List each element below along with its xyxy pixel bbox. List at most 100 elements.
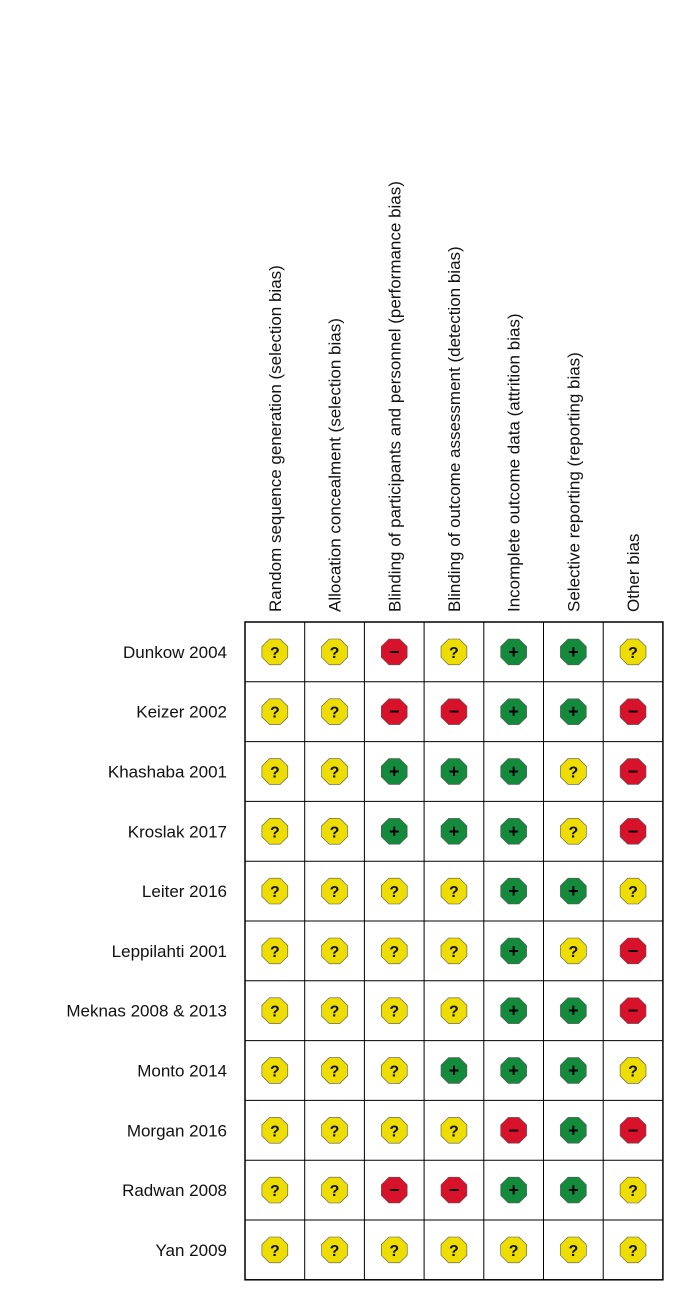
rating-octagon: [261, 1236, 289, 1264]
rating-text: +: [568, 1061, 579, 1081]
rating-octagon: [440, 877, 468, 905]
rating-symbol: ?: [440, 937, 468, 965]
rating-text: ?: [270, 705, 280, 722]
rating-text: ?: [330, 1064, 340, 1081]
rating-text: ?: [389, 1243, 399, 1260]
rating-symbol: −: [380, 1176, 408, 1204]
rating-octagon: [500, 997, 527, 1024]
rating-symbol: ?: [440, 1117, 468, 1144]
rating-octagon: [619, 1236, 647, 1264]
rating-octagon: [440, 1117, 468, 1144]
rating-text: ?: [568, 1243, 578, 1260]
rating-text: ?: [449, 1004, 459, 1021]
rating-text: ?: [270, 1243, 280, 1260]
rating-octagon: [440, 698, 468, 725]
rating-symbol: −: [380, 698, 408, 725]
rating-text: ?: [509, 1243, 519, 1260]
rating-octagon: [440, 1236, 468, 1264]
rating-text: ?: [389, 1004, 399, 1021]
rating-octagon: [619, 877, 647, 905]
rating-text: +: [508, 881, 519, 901]
study-label: Khashaba 2001: [108, 763, 227, 782]
rating-symbol: ?: [261, 1236, 289, 1264]
rating-octagon: [560, 638, 587, 666]
rating-octagon: [261, 638, 289, 666]
rating-octagon: [380, 1117, 408, 1144]
study-label: Radwan 2008: [122, 1181, 227, 1200]
rating-text: ?: [330, 944, 340, 961]
rating-octagon: [440, 937, 468, 965]
rating-octagon: [380, 698, 408, 725]
rating-octagon: [261, 1117, 289, 1144]
rating-octagon: [380, 877, 408, 905]
rating-octagon: [321, 638, 348, 666]
column-header: Blinding of participants and personnel (…: [385, 181, 404, 612]
rating-octagon: [261, 877, 289, 905]
rating-text: ?: [568, 944, 578, 961]
rating-text: ?: [568, 765, 578, 782]
column-header: Other bias: [624, 534, 643, 612]
rating-text: −: [449, 1180, 460, 1200]
rating-octagon: [440, 818, 468, 845]
rating-symbol: +: [560, 1057, 587, 1084]
rating-text: +: [508, 1001, 519, 1021]
study-label: Keizer 2002: [136, 703, 227, 722]
rating-symbol: ?: [321, 818, 348, 845]
rating-octagon: [560, 877, 587, 905]
rating-symbol: ?: [261, 997, 289, 1024]
rating-octagon: [560, 698, 587, 725]
rating-octagon: [560, 1117, 587, 1144]
column-header: Random sequence generation (selection bi…: [266, 265, 285, 612]
rating-octagon: [619, 1057, 647, 1084]
rating-octagon: [380, 758, 408, 785]
rating-text: ?: [270, 645, 280, 662]
rating-symbol: ?: [440, 1236, 468, 1264]
rating-octagon: [440, 638, 468, 666]
rating-symbol: +: [440, 1057, 468, 1084]
rating-text: ?: [330, 824, 340, 841]
column-header: Allocation concealment (selection bias): [326, 318, 345, 612]
rating-octagon: [321, 937, 348, 965]
rating-text: ?: [628, 1243, 638, 1260]
rating-symbol: +: [560, 638, 587, 666]
rating-text: −: [389, 1180, 400, 1200]
rating-symbol: ?: [380, 1057, 408, 1084]
rating-octagon: [261, 698, 289, 725]
rating-symbol: +: [500, 1176, 527, 1204]
rating-symbol: ?: [619, 1176, 647, 1204]
rating-symbol: ?: [261, 1057, 289, 1084]
rating-symbol: +: [440, 818, 468, 845]
rating-octagon: [619, 1176, 647, 1204]
rating-octagon: [500, 1117, 527, 1144]
rating-text: ?: [449, 645, 459, 662]
rating-octagon: [380, 818, 408, 845]
rating-symbol: +: [500, 698, 527, 725]
rating-text: ?: [628, 884, 638, 901]
rating-text: ?: [270, 944, 280, 961]
rating-symbol: +: [500, 997, 527, 1024]
rating-octagon: [619, 997, 647, 1024]
rating-text: ?: [270, 1183, 280, 1200]
rating-symbol: +: [500, 877, 527, 905]
rating-symbol: +: [560, 1117, 587, 1144]
rating-octagon: [619, 1117, 647, 1144]
study-label: Dunkow 2004: [123, 643, 227, 662]
rating-octagon: [321, 877, 348, 905]
rating-text: ?: [568, 824, 578, 841]
rating-symbol: ?: [560, 1236, 587, 1264]
rating-octagon: [321, 1176, 348, 1204]
rating-symbol: +: [560, 1176, 587, 1204]
rating-text: +: [508, 1180, 519, 1200]
rating-octagon: [560, 1236, 587, 1264]
rating-text: −: [389, 702, 400, 722]
rating-text: ?: [628, 1064, 638, 1081]
rating-octagon: [321, 698, 348, 725]
rating-octagon: [500, 698, 527, 725]
rating-symbol: +: [500, 1057, 527, 1084]
study-label: Meknas 2008 & 2013: [66, 1002, 227, 1021]
rating-octagon: [500, 1176, 527, 1204]
rating-text: +: [508, 941, 519, 961]
rating-symbol: ?: [440, 997, 468, 1024]
rating-octagon: [560, 758, 587, 785]
